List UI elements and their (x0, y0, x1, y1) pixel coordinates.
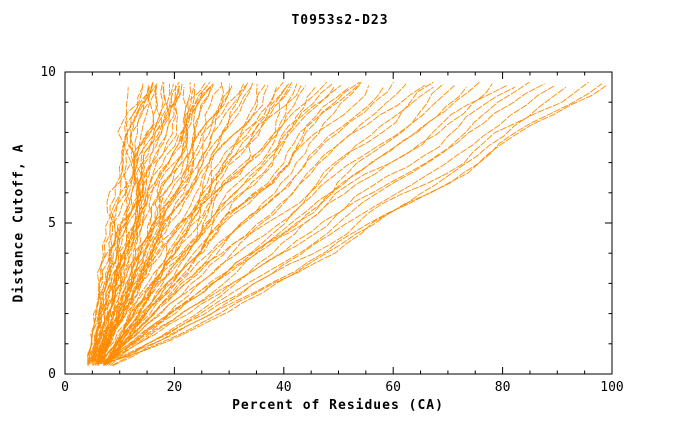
model-curve (97, 86, 292, 363)
model-curve (103, 86, 384, 365)
model-curve (101, 83, 214, 360)
model-curve (94, 86, 233, 366)
x-tick-label: 60 (385, 380, 401, 395)
model-curve (105, 85, 342, 365)
y-tick-label: 10 (40, 65, 56, 80)
model-curve (100, 86, 212, 362)
model-curve (101, 83, 290, 362)
chart-title: T0953s2-D23 (291, 13, 389, 28)
model-curve (92, 85, 180, 366)
model-curve (103, 81, 224, 366)
model-curve (108, 84, 508, 362)
model-curve (108, 81, 284, 365)
model-curve (101, 87, 188, 363)
model-curve (109, 86, 434, 360)
model-curve (102, 83, 267, 360)
model-curve (103, 85, 426, 363)
x-tick-label: 0 (61, 380, 69, 395)
model-curve (94, 86, 211, 366)
x-tick-label: 100 (600, 380, 623, 395)
model-curve (91, 83, 158, 366)
model-curve (99, 81, 434, 365)
model-curve (110, 81, 328, 363)
model-curve (91, 83, 183, 362)
model-curve (105, 81, 361, 366)
model-curve (102, 81, 249, 363)
model-curve (92, 82, 167, 362)
x-tick-label: 40 (276, 380, 292, 395)
model-curve (112, 86, 567, 362)
model-curve (95, 85, 155, 363)
x-axis-label: Percent of Residues (CA) (232, 398, 444, 413)
model-curve (102, 85, 247, 360)
model-curve (94, 87, 161, 360)
model-curve (107, 81, 362, 366)
model-curve (87, 85, 153, 365)
model-curve (101, 81, 254, 362)
x-tick-label: 20 (167, 380, 183, 395)
model-curve (107, 83, 298, 365)
model-curve (104, 83, 259, 366)
model-curve (98, 83, 245, 363)
model-curve (99, 85, 307, 362)
model-curve (98, 81, 164, 365)
model-curve (104, 85, 288, 366)
model-curve (108, 85, 370, 360)
model-curve (91, 82, 191, 360)
model-curve (100, 83, 493, 365)
model-curve (103, 86, 350, 362)
model-curve (103, 86, 467, 363)
model-curve (102, 86, 277, 360)
model-curve (98, 85, 269, 363)
model-curve (87, 87, 129, 366)
model-curve (109, 81, 480, 360)
model-curve (97, 87, 196, 363)
model-curve (111, 86, 516, 366)
model-curve (102, 86, 316, 366)
model-curve (110, 83, 545, 360)
y-tick-label: 5 (48, 216, 56, 231)
y-tick-label: 0 (48, 367, 56, 382)
model-curve (93, 86, 150, 362)
model-curve (107, 83, 444, 362)
model-curve (104, 85, 556, 365)
model-curve (116, 85, 607, 360)
model-curve (98, 83, 230, 363)
model-curve (96, 85, 159, 360)
model-curve (96, 83, 407, 366)
model-curve (108, 83, 603, 363)
x-tick-label: 80 (495, 380, 511, 395)
model-curve (104, 81, 530, 363)
